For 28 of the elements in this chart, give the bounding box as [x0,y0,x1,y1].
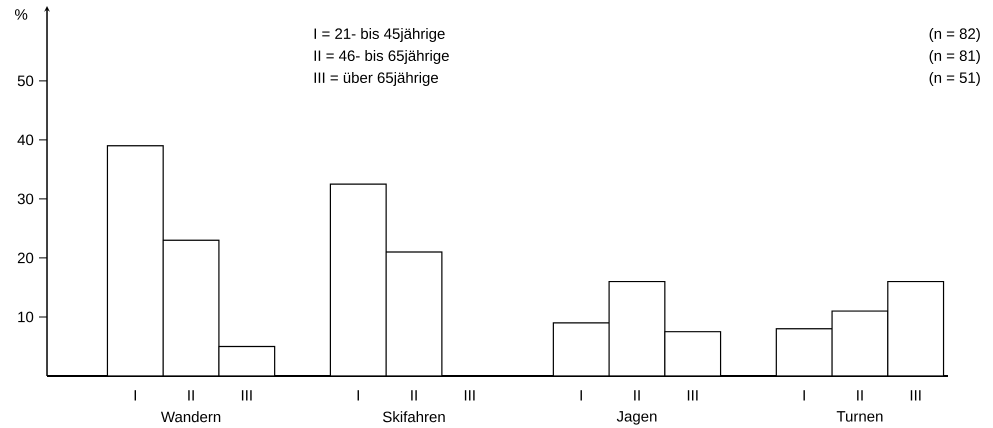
text: I [803,390,805,401]
x-tick-label: Wandern [160,411,220,422]
y-axis-title: % [15,9,28,20]
text: I [358,390,359,401]
y-tick-label: 10 [18,312,34,322]
x-tick-label: Turnen [836,411,882,422]
annotation: II = 46- bis 65jährige [314,50,449,64]
text: II [634,390,640,401]
text: III [688,390,698,401]
series-label: III [242,390,252,401]
x-tick-label: Jagen [616,411,656,425]
y-tick-label: 20 [18,252,34,264]
annotation: (n = 81) [930,50,980,64]
y-tick-label: 30 [18,194,34,204]
text: II [857,390,863,401]
x-tick-label: Skifahren [383,411,445,422]
text: III [910,390,921,401]
series-label: II [188,390,194,401]
y-tick-label: 50 [18,76,34,86]
annotation: (n = 82) [930,28,980,42]
annotation: (n = 51) [930,72,980,86]
annotation: III = über 65jährige [314,72,438,86]
text: III [464,390,475,401]
text: I [580,390,582,401]
series-label: I [134,390,136,401]
text: II [411,390,417,401]
annotation: I = 21- bis 45jährige [314,28,445,42]
y-tick-label: 40 [17,134,34,146]
